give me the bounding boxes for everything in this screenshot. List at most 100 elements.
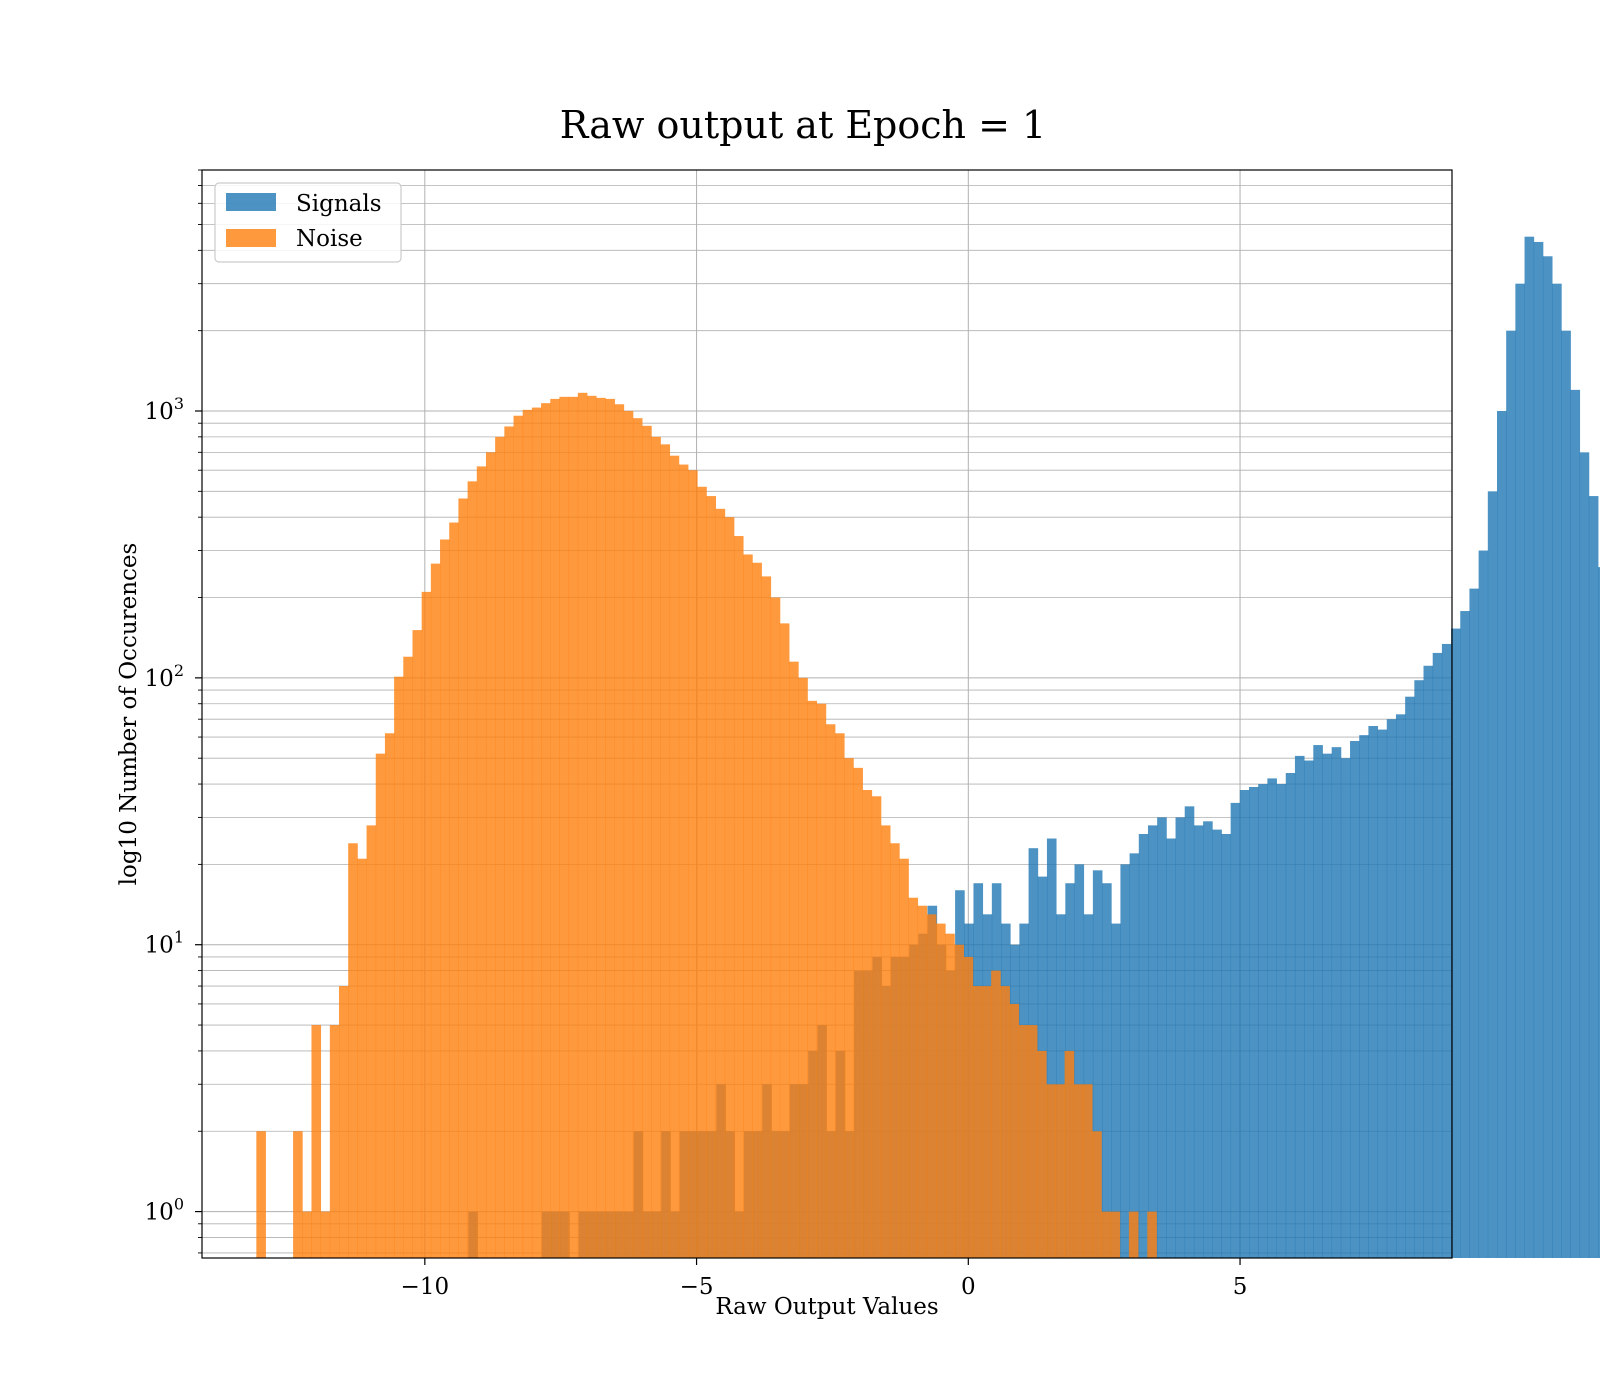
signals-bar (1046, 838, 1057, 1258)
noise-bar (440, 539, 450, 1258)
signals-bar (1368, 726, 1378, 1258)
signals-bar (1386, 719, 1397, 1258)
noise-bar (834, 733, 845, 1258)
noise-bar (697, 486, 707, 1258)
noise-bar (743, 554, 753, 1258)
signals-bar (1175, 817, 1186, 1258)
signals-bar (1432, 652, 1443, 1258)
noise-bar (302, 1211, 312, 1258)
noise-bar (779, 623, 790, 1258)
noise-bar (715, 508, 726, 1258)
noise-bar (632, 418, 643, 1258)
x-axis-label: Raw Output Values (715, 1294, 938, 1320)
noise-bar (688, 470, 698, 1259)
y-axis-ticks: 100 101 102 103 (145, 169, 202, 1254)
signals-bar (1304, 760, 1314, 1258)
noise-bar (678, 464, 689, 1258)
signals-bar (1561, 330, 1571, 1258)
y-tick-label: 103 (145, 394, 184, 425)
signals-bar (1239, 790, 1250, 1258)
signals-bar (1478, 550, 1489, 1258)
y-axis-label: log10 Number of Occurences (116, 543, 142, 886)
noise-bar (293, 1131, 303, 1258)
noise-bar (559, 396, 570, 1258)
noise-bar (651, 436, 661, 1258)
noise-bar (807, 700, 818, 1258)
noise-bar (853, 767, 863, 1258)
noise-bar (623, 411, 634, 1258)
signals-bar (1588, 496, 1599, 1258)
legend: Signals Noise (214, 182, 402, 263)
signals-bar (1147, 825, 1158, 1258)
noise-bar (936, 923, 946, 1258)
signals-bar (1340, 758, 1351, 1258)
noise-bar (963, 956, 974, 1258)
signals-bar (1212, 829, 1222, 1258)
signals-bar (1184, 806, 1195, 1258)
noise-bar (449, 522, 459, 1258)
signals-bar (1524, 236, 1535, 1259)
noise-bar (945, 933, 955, 1258)
noise-bar (798, 677, 808, 1258)
noise-bar (991, 970, 1001, 1258)
y-tick-label: 100 (145, 1195, 184, 1226)
signals-bar (1350, 740, 1360, 1258)
noise-bar (908, 897, 919, 1258)
noise-bar (458, 498, 468, 1258)
signals-bar (1074, 864, 1085, 1258)
noise-bar (917, 905, 928, 1258)
signals-bar (1166, 838, 1176, 1258)
noise-bar (789, 661, 799, 1258)
signals-bar (1230, 802, 1241, 1258)
noise-bar (761, 576, 772, 1258)
noise-bar (348, 843, 358, 1258)
noise-bar (669, 455, 680, 1259)
signals-bar (1598, 567, 1600, 1258)
noise-bar (954, 944, 964, 1258)
x-tick-label: 0 (961, 1274, 976, 1300)
noise-bar (256, 1131, 266, 1258)
noise-bar (1082, 1084, 1093, 1258)
noise-bar (504, 426, 514, 1258)
noise-bar (375, 753, 386, 1258)
noise-bar (311, 1025, 322, 1258)
signals-bar (1313, 745, 1323, 1258)
noise-bar (339, 986, 349, 1258)
noise-bar (871, 796, 882, 1258)
noise-bar (981, 986, 992, 1258)
noise-bar (541, 403, 551, 1258)
noise-bar (596, 397, 606, 1258)
noise-bar (403, 656, 413, 1258)
noise-bar (513, 415, 524, 1258)
signals-bar (1570, 389, 1581, 1258)
signals-bar (1359, 735, 1369, 1258)
noise-bar (844, 758, 854, 1258)
signals-bar (1285, 773, 1296, 1258)
signals-bar (1120, 864, 1131, 1258)
noise-bar (485, 452, 496, 1258)
noise-bar (660, 444, 671, 1259)
signals-bar (1487, 491, 1498, 1258)
chart-title: Raw output at Epoch = 1 (560, 103, 1046, 147)
signals-bar (1451, 628, 1461, 1258)
signals-bar (1506, 330, 1516, 1258)
noise-bar (926, 914, 937, 1258)
noise-bar (550, 398, 560, 1258)
noise-bar (880, 825, 891, 1258)
noise-bar (1009, 1003, 1020, 1258)
noise-bar (577, 392, 588, 1259)
noise-bar (495, 436, 505, 1258)
noise-bar (366, 825, 377, 1258)
signals-bar (1377, 729, 1388, 1258)
signals-bar (1267, 778, 1277, 1258)
noise-bar (1092, 1131, 1102, 1258)
noise-bar (467, 481, 478, 1258)
noise-bar (320, 1211, 331, 1258)
signals-bar (1258, 784, 1268, 1258)
noise-bar (825, 724, 836, 1258)
signals-bar (1469, 588, 1480, 1258)
signals-bar (1193, 825, 1204, 1258)
signals-bar (1405, 696, 1415, 1258)
noise-bar (531, 407, 542, 1258)
